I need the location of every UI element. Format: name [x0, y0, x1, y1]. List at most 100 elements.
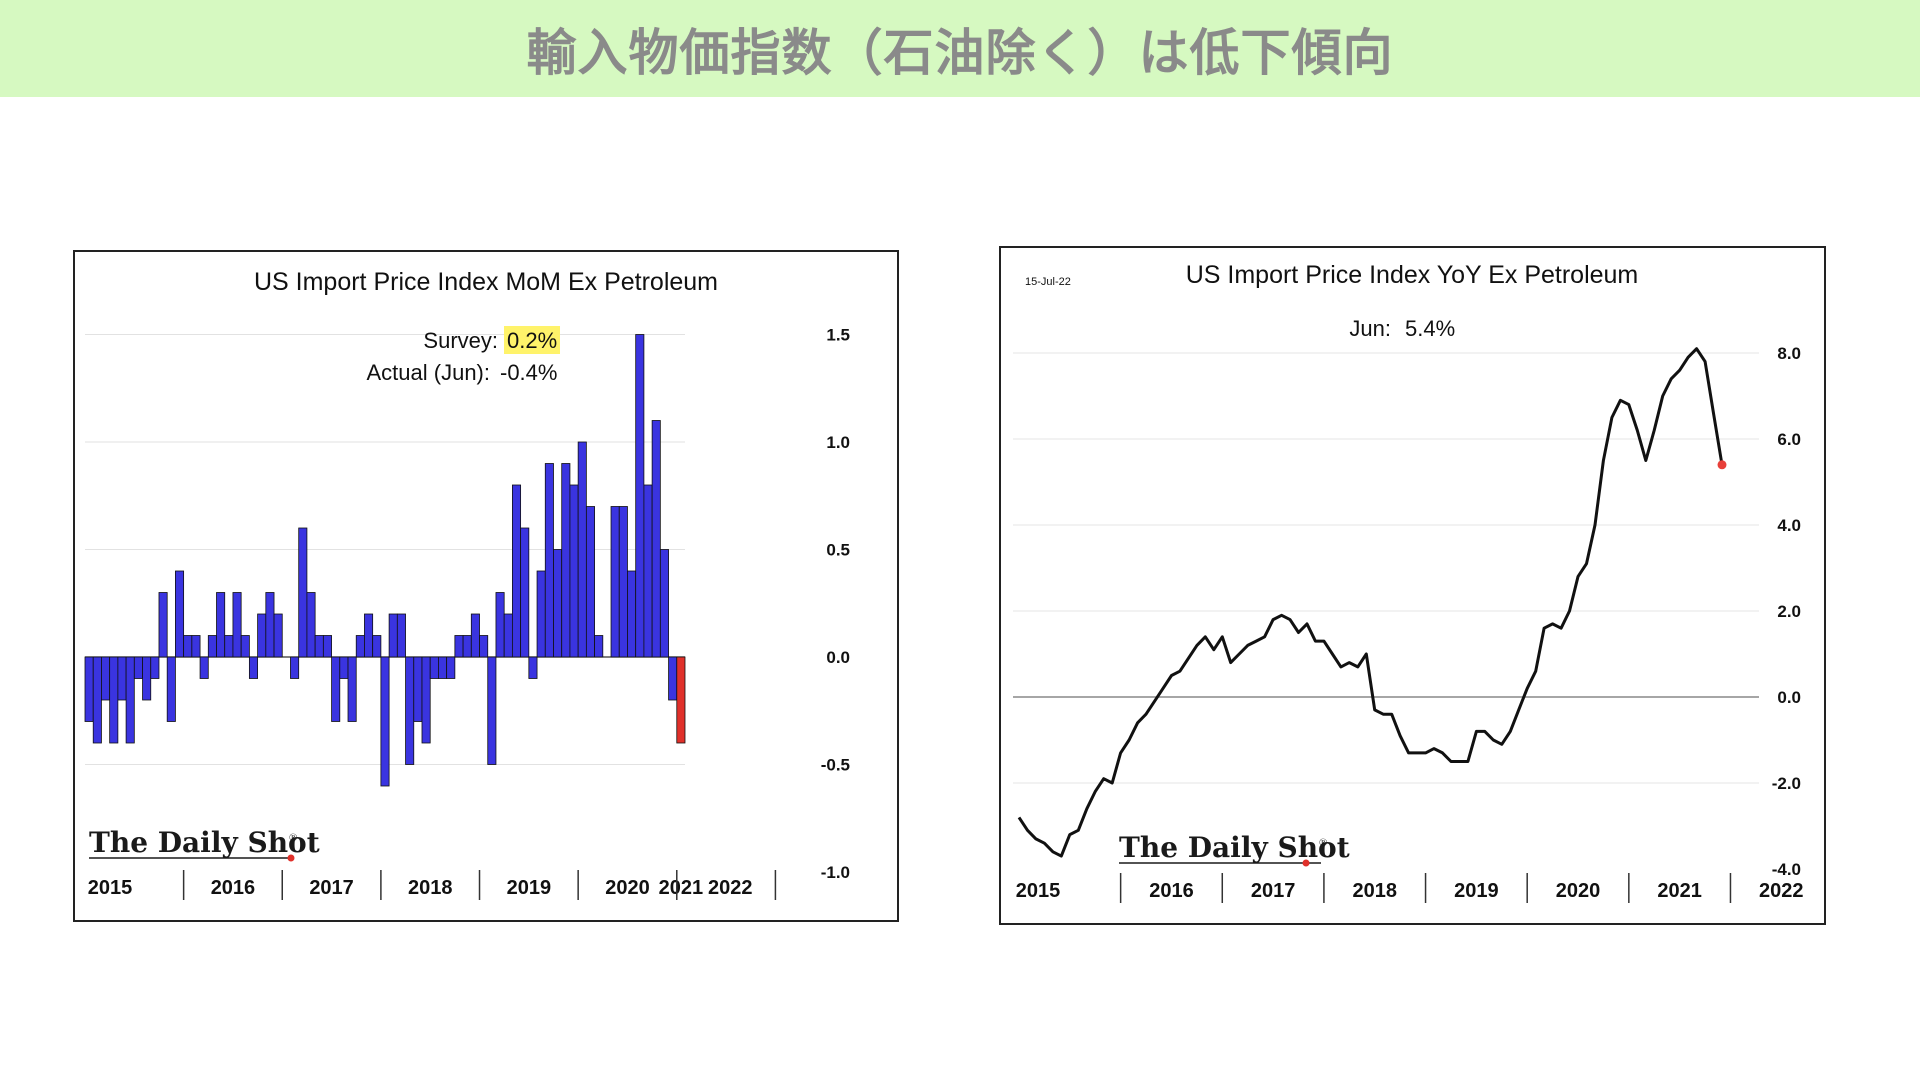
bar [142, 656, 152, 701]
y-tick-label: 0.0 [826, 648, 850, 667]
bar [84, 656, 94, 722]
yoy-chart-panel: 15-Jul-22 US Import Price Index YoY Ex P… [999, 246, 1826, 925]
bar [158, 592, 168, 658]
bar [216, 592, 226, 658]
bar [355, 635, 365, 658]
bar [273, 613, 283, 658]
year-label: 2015 [88, 877, 133, 899]
y-tick-label: -0.5 [821, 756, 850, 775]
year-label: 2021 [659, 877, 704, 899]
bar [240, 635, 250, 658]
bar [183, 635, 193, 658]
year-label: 2016 [1149, 880, 1194, 902]
logo-dot [287, 854, 295, 862]
bar [454, 635, 464, 658]
y-tick-label: 0.5 [826, 541, 850, 560]
page-title: 輸入物価指数（石油除く）は低下傾向 [526, 23, 1394, 82]
bar [635, 334, 645, 658]
year-label: 2019 [1454, 880, 1499, 902]
mom-bar-chart: US Import Price Index MoM Ex Petroleum 1… [84, 268, 850, 900]
y-tick-label: 2.0 [1777, 602, 1801, 621]
bar [470, 613, 480, 658]
bar [166, 656, 176, 722]
y-tick-label: 4.0 [1777, 516, 1801, 535]
year-label: 2021 [1657, 880, 1702, 902]
yoy-line-chart: 15-Jul-22 US Import Price Index YoY Ex P… [1013, 261, 1804, 903]
yoy-line [1017, 347, 1724, 858]
chart-date: 15-Jul-22 [1025, 276, 1071, 288]
bar [659, 549, 669, 658]
yoy-chart-title: US Import Price Index YoY Ex Petroleum [1186, 261, 1639, 289]
year-label: 2020 [605, 877, 650, 899]
year-label: 2015 [1016, 880, 1061, 902]
bar [290, 656, 300, 679]
bar [511, 484, 522, 658]
bar [479, 635, 489, 658]
survey-label: Survey: [423, 328, 498, 353]
logo-text: The Daily Shot [89, 826, 320, 859]
mom-x-axis: 2015 2016 2017 2018 2019 2020 2021 2022 [88, 870, 777, 900]
bar [265, 592, 275, 658]
year-label: 2019 [507, 877, 551, 899]
bar [495, 592, 505, 658]
bar [298, 527, 308, 658]
bar [380, 656, 390, 787]
y-tick-label: 1.5 [826, 326, 850, 345]
bar [446, 656, 456, 679]
logo-registered-mark: ® [289, 832, 297, 844]
bar [331, 656, 341, 722]
bar [117, 656, 127, 701]
bar [372, 635, 382, 658]
survey-value: 0.2% [507, 328, 557, 353]
bar [199, 656, 209, 679]
mom-bars [84, 334, 686, 787]
year-label: 2022 [1759, 880, 1804, 902]
y-tick-label: -1.0 [821, 863, 850, 882]
bar [503, 613, 513, 658]
year-label: 2017 [309, 877, 354, 899]
bar [125, 656, 135, 744]
bar [257, 613, 267, 658]
yoy-gridlines [1013, 352, 1759, 784]
year-label: 2020 [1556, 880, 1601, 902]
daily-shot-logo: The Daily Shot ® [89, 826, 320, 862]
bar [577, 441, 587, 658]
title-banner: 輸入物価指数（石油除く）は低下傾向 [0, 0, 1920, 97]
bar [191, 635, 201, 658]
bar [421, 656, 431, 744]
bar [561, 463, 571, 658]
bar [569, 484, 579, 658]
bar [347, 656, 357, 722]
bar [462, 635, 472, 658]
bar [396, 613, 406, 658]
bar [528, 656, 538, 679]
mom-chart-title: US Import Price Index MoM Ex Petroleum [254, 268, 718, 296]
y-tick-label: -4.0 [1772, 860, 1801, 879]
latest-value: 5.4% [1405, 316, 1455, 341]
bar [429, 656, 439, 679]
bar [413, 656, 423, 722]
y-tick-label: 0.0 [1777, 688, 1801, 707]
logo-text: The Daily Shot [1119, 831, 1350, 864]
bar [405, 656, 415, 765]
daily-shot-logo: The Daily Shot ® [1119, 831, 1350, 867]
bar [643, 484, 653, 658]
bar [133, 656, 143, 679]
bar [536, 570, 546, 658]
y-tick-label: 1.0 [826, 433, 850, 452]
bar [438, 656, 448, 679]
logo-dot [1302, 859, 1310, 867]
year-label: 2018 [408, 877, 453, 899]
yoy-y-axis: 8.0 6.0 4.0 2.0 0.0 -2.0 -4.0 [1772, 344, 1801, 879]
yoy-x-axis: 2015 2016 2017 2018 2019 2020 2021 2022 [1016, 873, 1804, 903]
mom-y-axis: 1.5 1.0 0.5 0.0 -0.5 -1.0 [821, 326, 850, 883]
bar [553, 549, 563, 658]
bar [364, 613, 374, 658]
latest-label: Jun: [1349, 316, 1391, 341]
y-tick-label: -2.0 [1772, 774, 1801, 793]
bar [306, 592, 316, 658]
mom-chart-panel: US Import Price Index MoM Ex Petroleum 1… [73, 250, 899, 922]
year-label: 2018 [1352, 880, 1397, 902]
bar [101, 656, 111, 701]
bar [207, 635, 217, 658]
